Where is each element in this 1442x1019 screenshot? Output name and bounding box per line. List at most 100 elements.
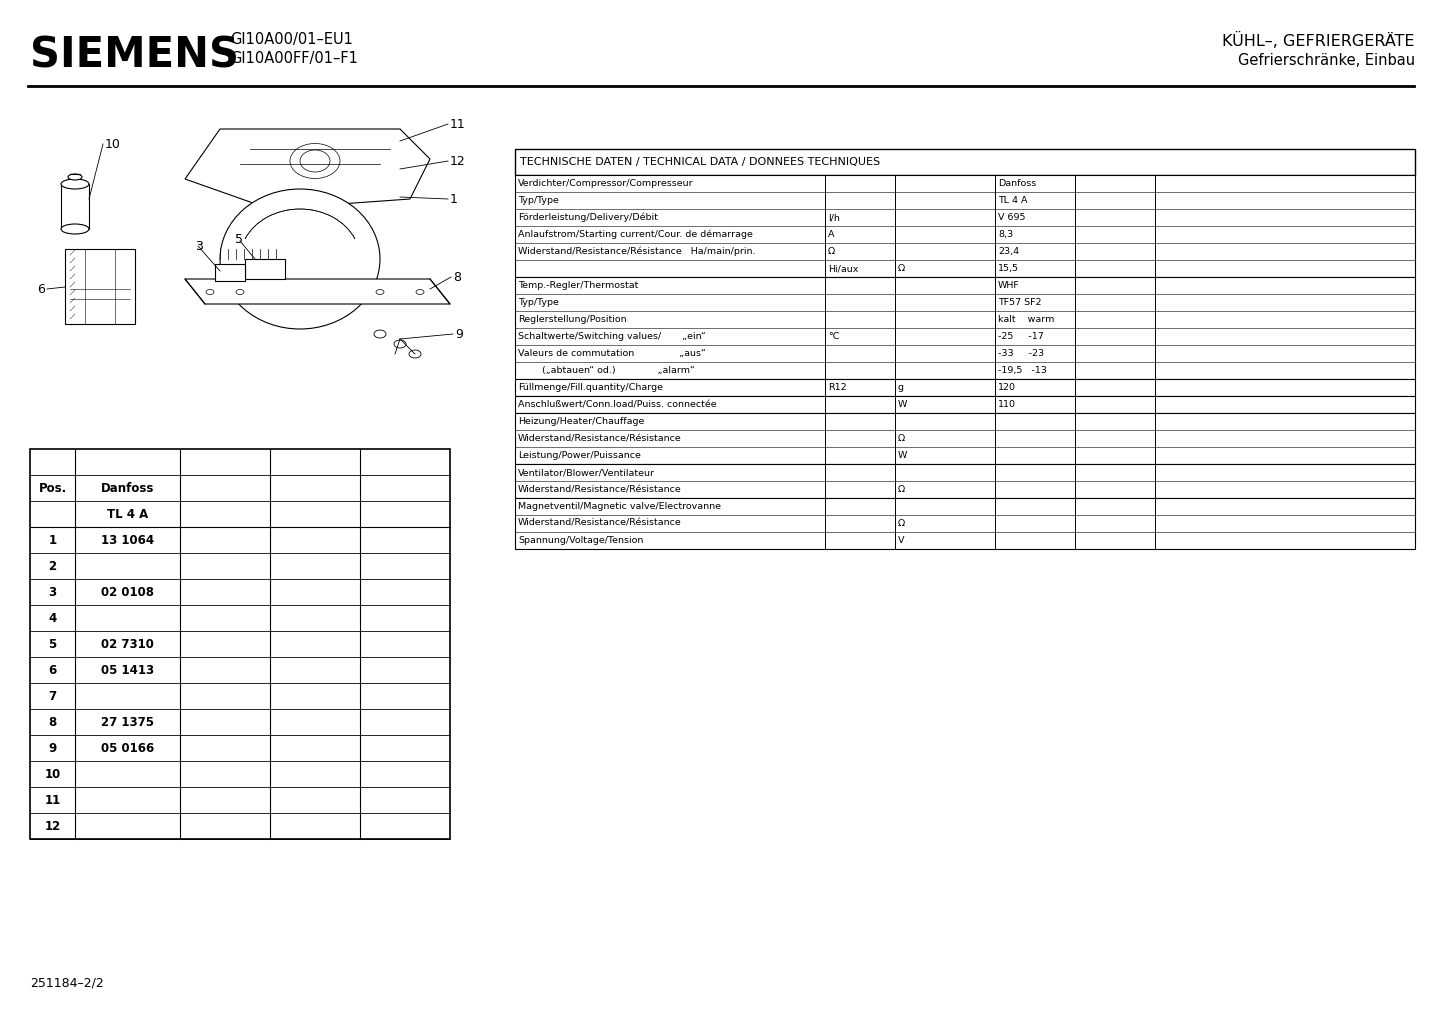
Text: 27 1375: 27 1375 [101,715,154,729]
Text: 02 0108: 02 0108 [101,586,154,598]
Bar [515,175,1415,277]
Text: 05 1413: 05 1413 [101,663,154,677]
Text: -25     -17: -25 -17 [998,332,1044,341]
Text: 9: 9 [456,327,463,340]
Text: Ω: Ω [898,434,906,443]
Ellipse shape [61,224,89,234]
Text: 05 0166: 05 0166 [101,742,154,754]
Text: 15,5: 15,5 [998,264,1019,273]
Text: -19,5   -13: -19,5 -13 [998,366,1047,375]
Text: l/h: l/h [828,213,839,222]
Text: Valeurs de commutation               „aus“: Valeurs de commutation „aus“ [518,348,707,358]
Text: 11: 11 [450,117,466,130]
Text: TL 4 A: TL 4 A [998,196,1028,205]
Text: 12: 12 [450,155,466,167]
Text: 02 7310: 02 7310 [101,638,154,650]
Polygon shape [185,129,430,209]
Ellipse shape [236,289,244,294]
FancyBboxPatch shape [65,249,136,324]
Text: Spannung/Voltage/Tension: Spannung/Voltage/Tension [518,536,643,545]
Text: R12: R12 [828,383,846,392]
Text: 120: 120 [998,383,1017,392]
Bar [515,498,1415,549]
Bar [515,464,1415,498]
Text: TF57 SF2: TF57 SF2 [998,298,1041,307]
Text: 6: 6 [49,663,56,677]
Text: 5: 5 [49,638,56,650]
Text: Verdichter/Compressor/Compresseur: Verdichter/Compressor/Compresseur [518,179,694,187]
Text: 13 1064: 13 1064 [101,534,154,546]
Text: 3: 3 [49,586,56,598]
Text: Schaltwerte/Switching values/       „ein“: Schaltwerte/Switching values/ „ein“ [518,332,705,341]
Text: Gefrierschränke, Einbau: Gefrierschränke, Einbau [1237,53,1415,68]
Text: 11: 11 [45,794,61,806]
Text: Ω: Ω [828,247,835,256]
Text: kalt    warm: kalt warm [998,315,1054,324]
Ellipse shape [290,144,340,178]
Text: („abtauen“ od.)              „alarm“: („abtauen“ od.) „alarm“ [518,366,695,375]
Text: Ω: Ω [898,519,906,528]
Text: Danfoss: Danfoss [998,179,1037,187]
Polygon shape [215,264,245,281]
Text: Typ/Type: Typ/Type [518,196,559,205]
Ellipse shape [61,179,89,189]
Text: 8: 8 [49,715,56,729]
Text: 4: 4 [49,611,56,625]
Text: W: W [898,400,907,409]
Text: 9: 9 [49,742,56,754]
Text: 7: 7 [49,690,56,702]
Text: V: V [898,536,904,545]
Polygon shape [245,259,286,279]
Ellipse shape [410,350,421,358]
Text: 6: 6 [37,282,45,296]
Text: 10: 10 [105,138,121,151]
Text: Hi/aux: Hi/aux [828,264,858,273]
Text: Ω: Ω [898,264,906,273]
Ellipse shape [415,289,424,294]
Text: 8,3: 8,3 [998,230,1014,239]
Text: Ventilator/Blower/Ventilateur: Ventilator/Blower/Ventilateur [518,468,655,477]
Bar [30,449,450,839]
Ellipse shape [376,289,384,294]
Text: KÜHL–, GEFRIERGERÄTE: KÜHL–, GEFRIERGERÄTE [1223,32,1415,49]
Text: Füllmenge/Fill.quantity/Charge: Füllmenge/Fill.quantity/Charge [518,383,663,392]
Text: Widerstand/Resistance/Résistance   Ha/main/prin.: Widerstand/Resistance/Résistance Ha/main… [518,247,756,256]
Text: GI10A00/01–EU1: GI10A00/01–EU1 [231,32,353,47]
Bar [61,184,89,229]
Text: 110: 110 [998,400,1017,409]
Text: Typ/Type: Typ/Type [518,298,559,307]
Ellipse shape [300,150,330,172]
Text: A: A [828,230,835,239]
Text: Widerstand/Resistance/Résistance: Widerstand/Resistance/Résistance [518,485,682,494]
Text: Temp.-Regler/Thermostat: Temp.-Regler/Thermostat [518,281,639,290]
Text: 23,4: 23,4 [998,247,1019,256]
Text: Pos.: Pos. [39,482,66,494]
Text: 1: 1 [450,193,459,206]
Text: V 695: V 695 [998,213,1025,222]
Ellipse shape [68,174,82,180]
Ellipse shape [221,189,381,329]
Text: WHF: WHF [998,281,1019,290]
Text: -33     -23: -33 -23 [998,348,1044,358]
Ellipse shape [373,330,386,338]
Text: 2: 2 [49,559,56,573]
Text: Heizung/Heater/Chauffage: Heizung/Heater/Chauffage [518,417,645,426]
Text: Ω: Ω [898,485,906,494]
Text: 3: 3 [195,239,203,253]
Bar [515,413,1415,464]
Text: 8: 8 [453,270,461,283]
Text: g: g [898,383,904,392]
Text: Widerstand/Resistance/Résistance: Widerstand/Resistance/Résistance [518,519,682,528]
Text: Anlaufstrom/Starting current/Cour. de démarrage: Anlaufstrom/Starting current/Cour. de dé… [518,229,753,239]
Ellipse shape [206,289,213,294]
Bar [515,149,1415,175]
Bar [515,277,1415,379]
Ellipse shape [394,340,407,348]
Text: 5: 5 [235,232,244,246]
Text: 12: 12 [45,819,61,833]
Text: TECHNISCHE DATEN / TECHNICAL DATA / DONNEES TECHNIQUES: TECHNISCHE DATEN / TECHNICAL DATA / DONN… [521,157,880,167]
Text: °C: °C [828,332,839,341]
Text: SIEMENS: SIEMENS [30,34,239,76]
Text: GI10A00FF/01–F1: GI10A00FF/01–F1 [231,51,358,66]
Text: 1: 1 [49,534,56,546]
